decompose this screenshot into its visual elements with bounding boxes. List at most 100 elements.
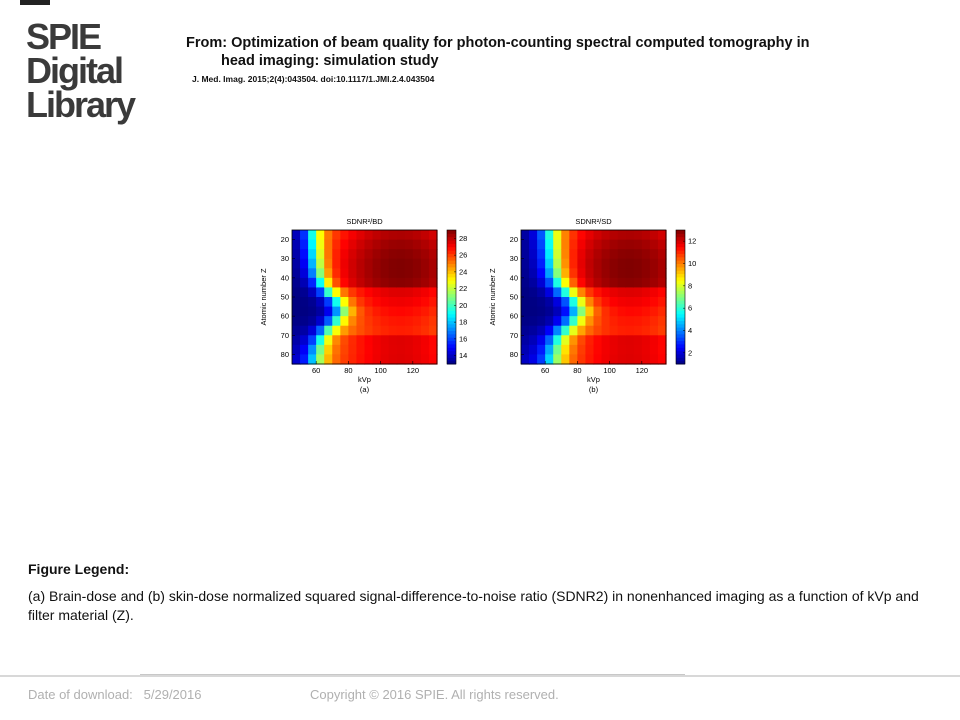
heatmap-cell: [553, 335, 562, 346]
heatmap-cell: [348, 354, 358, 365]
colorbar-segment: [447, 230, 456, 234]
heatmap-cell: [332, 354, 341, 365]
heatmap-cell: [545, 354, 554, 365]
heatmap-cell: [569, 287, 578, 298]
heatmap-cell: [364, 277, 374, 289]
heatmap-cell: [300, 325, 309, 336]
heatmap-cell: [308, 297, 317, 308]
heatmap-cell: [641, 268, 651, 279]
colorbar-segment: [676, 320, 685, 325]
heatmap-cell: [649, 354, 659, 365]
heatmap-cell: [420, 249, 430, 260]
colorbar-tick-label: 22: [459, 284, 467, 293]
heatmap-cell: [553, 277, 562, 289]
heatmap-cell: [356, 268, 366, 279]
heatmap-cell: [316, 325, 325, 336]
heatmap-cell: [537, 316, 546, 327]
colorbar-segment: [676, 327, 685, 331]
heatmap-cell: [521, 297, 530, 308]
heatmap-cell: [364, 344, 374, 356]
y-tick-label: 70: [510, 331, 518, 340]
heatmap-cell: [324, 249, 333, 260]
colorbar-segment: [676, 310, 685, 315]
heatmap-cell: [324, 335, 333, 346]
heatmap-cell: [388, 316, 398, 327]
heatmap-cell: [388, 230, 398, 241]
heatmap-cell: [380, 316, 390, 327]
heatmap-panel-a: SDNR²/BD 20 30 40 50 60 70 80 60 80 100 120 kVp(a) At…: [259, 217, 467, 394]
heatmap-cell: [396, 344, 406, 356]
heatmap-cell: [404, 316, 414, 327]
heatmap-cell: [625, 268, 635, 279]
y-tick-label: 80: [510, 350, 518, 359]
heatmap-cell: [412, 325, 422, 336]
heatmap-cell: [412, 316, 422, 327]
heatmap-cell: [324, 306, 333, 317]
heatmap-cell: [404, 239, 414, 250]
heatmap-cell: [601, 249, 611, 260]
heatmap-cell: [332, 316, 341, 327]
y-tick-label: 60: [281, 312, 289, 321]
colorbar-segment: [676, 347, 685, 352]
heatmap-cell: [585, 335, 595, 346]
heatmap-cell: [609, 354, 619, 365]
colorbar-segment: [447, 330, 456, 335]
y-tick-label: 50: [281, 293, 289, 302]
heatmap-cell: [372, 325, 382, 336]
heatmap-cell: [593, 335, 603, 346]
colorbar-segment: [447, 293, 456, 298]
heatmap-cell: [404, 325, 414, 336]
heatmap-cell: [569, 344, 578, 356]
heatmap-cell: [324, 297, 333, 308]
heatmap-cell: [364, 306, 374, 317]
heatmap-cell: [380, 325, 390, 336]
heatmap-cell: [404, 258, 414, 269]
heatmap-cell: [356, 354, 366, 365]
chart-title: SDNR²/BD: [346, 217, 383, 226]
heatmap-cell: [356, 344, 366, 356]
heatmap-cell: [348, 239, 358, 250]
heatmap-cell: [388, 239, 398, 250]
heatmap-cell: [348, 325, 358, 336]
heatmap-cell: [316, 277, 325, 289]
heatmap-cell: [601, 258, 611, 269]
colorbar-segment: [676, 280, 685, 285]
heatmap-cell: [601, 335, 611, 346]
heatmap-cell: [617, 335, 627, 346]
colorbar-segment: [447, 300, 456, 305]
heatmap-cell: [428, 258, 438, 269]
colorbar-segment: [676, 253, 685, 258]
heatmap-cell: [388, 325, 398, 336]
heatmap-cell: [300, 287, 309, 298]
colorbar-segment: [676, 293, 685, 298]
heatmap-cell: [529, 297, 538, 308]
heatmap-cell: [609, 325, 619, 336]
copyright-notice: Copyright © 2016 SPIE. All rights reserv…: [310, 687, 559, 702]
heatmap-cell: [364, 335, 374, 346]
heatmap-cell: [380, 249, 390, 260]
heatmap-cell: [324, 277, 333, 289]
heatmap-cell: [340, 258, 349, 269]
heatmap-cell: [617, 354, 627, 365]
heatmap-cell: [657, 297, 667, 308]
heatmap-cell: [380, 239, 390, 250]
colorbar-segment: [676, 260, 685, 264]
heatmap-cell: [545, 325, 554, 336]
heatmap-cell: [356, 297, 366, 308]
heatmap-cell: [561, 230, 570, 241]
colorbar-tick-label: 18: [459, 318, 467, 327]
heatmap-cell: [420, 344, 430, 356]
heatmap-cell: [545, 316, 554, 327]
y-tick-label: 20: [510, 235, 518, 244]
heatmap-cell: [553, 287, 562, 298]
heatmap-cell: [308, 344, 317, 356]
heatmap-cell: [529, 335, 538, 346]
heatmap-cell: [316, 249, 325, 260]
heatmap-cell: [537, 287, 546, 298]
heatmap-cell: [593, 344, 603, 356]
heatmap-cell: [577, 344, 587, 356]
x-tick-label: 80: [344, 366, 352, 375]
logo-line-2: Digital: [26, 50, 124, 91]
heatmap-cell: [348, 258, 358, 269]
heatmap-cell: [625, 325, 635, 336]
